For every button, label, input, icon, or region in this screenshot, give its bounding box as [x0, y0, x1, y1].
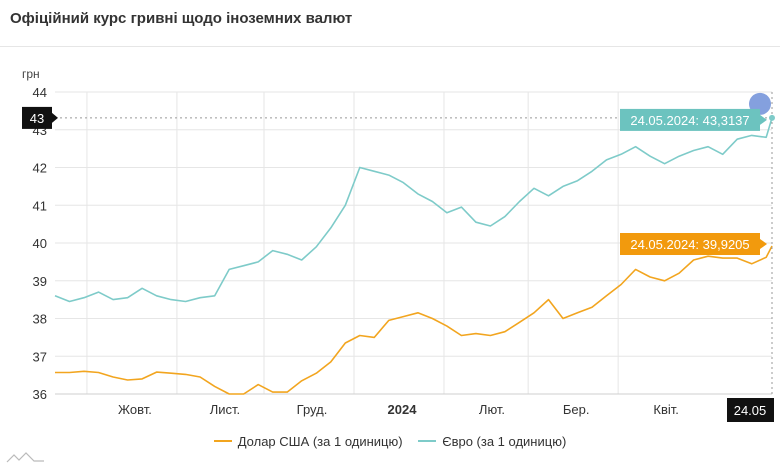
mountain-logo-icon: [6, 452, 44, 463]
x-tick-label: 2024: [388, 402, 418, 417]
legend-swatch-usd: [213, 440, 232, 442]
x-tick-label: Лист.: [210, 402, 240, 417]
y-tick-label: 40: [33, 236, 47, 251]
y-tick-label: 42: [33, 161, 47, 176]
eur-last-point: [769, 114, 775, 121]
title-divider: [0, 46, 780, 47]
y-tick-label: 36: [33, 387, 47, 402]
legend-item-eur[interactable]: Євро (за 1 одиницю): [418, 434, 566, 449]
usd-tooltip-box: [620, 233, 760, 256]
x-tick-label: Жовт.: [118, 402, 152, 417]
eur-tooltip-box: [620, 108, 760, 131]
chart-title: Офіційний курс гривні щодо іноземних вал…: [10, 10, 353, 27]
x-tick-label: Бер.: [563, 402, 590, 417]
crosshair-y-badge-arrow: [52, 112, 58, 123]
chart-legend: Долар США (за 1 одиницю) Євро (за 1 один…: [0, 430, 780, 449]
crosshair-y-badge: [22, 106, 52, 129]
legend-swatch-eur: [418, 440, 437, 442]
crosshair-y-label: 43: [30, 111, 44, 126]
x-tick-label: Квіт.: [653, 402, 679, 417]
usd-series-line: [55, 245, 773, 395]
legend-item-usd[interactable]: Долар США (за 1 одиницю): [213, 433, 403, 449]
crosshair-x-label: 24.05: [734, 403, 767, 418]
eur-tooltip-arrow: [760, 114, 767, 125]
x-tick-label: Лют.: [479, 402, 505, 417]
y-tick-label: 37: [33, 349, 47, 364]
y-tick-label: 39: [33, 274, 47, 289]
legend-label-eur: Євро (за 1 одиницю): [442, 433, 567, 449]
usd-tooltip-arrow: [760, 239, 767, 250]
crosshair-x-badge: [727, 398, 774, 422]
x-tick-label: Груд.: [297, 402, 328, 417]
usd-tooltip-text: 24.05.2024: 39,9205: [630, 237, 749, 252]
legend-label-usd: Долар США (за 1 одиницю): [237, 433, 403, 449]
y-tick-label: 38: [33, 312, 47, 327]
y-tick-label: 44: [33, 85, 47, 100]
y-tick-label: 41: [33, 198, 47, 213]
y-axis-unit-label: грн: [22, 67, 40, 81]
eur-tooltip-text: 24.05.2024: 43,3137: [630, 113, 749, 128]
eur-series-line: [54, 117, 773, 303]
